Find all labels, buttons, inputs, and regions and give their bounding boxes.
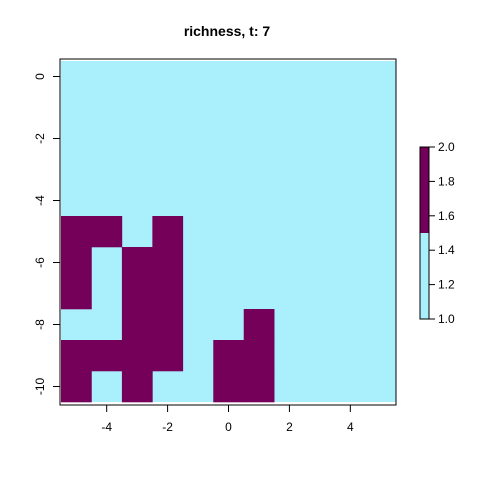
heatmap-cell [61, 247, 92, 279]
heatmap-cell [121, 247, 153, 279]
x-tick-label: 2 [286, 420, 293, 434]
legend-high-segment [420, 147, 429, 233]
heatmap-cell [121, 371, 153, 403]
legend-tick-label: 1.8 [438, 174, 455, 188]
legend-tick-label: 1.0 [438, 312, 455, 326]
x-tick-label: 4 [347, 420, 354, 434]
heatmap-cell [121, 340, 153, 372]
y-axis: 0 -2 -4 -6 -8 -10 [33, 73, 61, 396]
heatmap-cell [61, 340, 92, 372]
legend-tick-label: 2.0 [438, 140, 455, 154]
color-legend: 1.0 1.2 1.4 1.6 1.8 2.0 [419, 140, 455, 326]
heatmap-cell [121, 309, 153, 341]
legend-low-segment [420, 233, 429, 319]
x-tick-label: -2 [162, 420, 173, 434]
heatmap-cell [61, 371, 92, 403]
heatmap-cell [243, 340, 275, 372]
y-tick-label: 0 [33, 73, 47, 80]
chart-title: richness, t: 7 [184, 23, 271, 39]
legend-tick-label: 1.2 [438, 278, 455, 292]
legend-frame [419, 146, 430, 320]
legend-tick-label: 1.4 [438, 243, 455, 257]
heatmap-cell [152, 247, 184, 279]
heatmap-cells [61, 61, 396, 403]
heatmap-cell [121, 278, 153, 310]
heatmap-cell [91, 216, 123, 248]
heatmap-cell [152, 278, 184, 310]
y-tick-label: -2 [33, 133, 47, 144]
heatmap-cell [61, 278, 92, 310]
heatmap-cell [213, 371, 245, 403]
heatmap-cell [243, 371, 275, 403]
x-axis: -4 -2 0 2 4 [101, 404, 354, 434]
y-tick-label: -4 [33, 195, 47, 206]
y-tick-label: -8 [33, 319, 47, 330]
heatmap-cell [243, 309, 275, 341]
heatmap-cell [61, 216, 92, 248]
y-tick-label: -10 [33, 378, 47, 396]
heatmap-cell [152, 216, 184, 248]
heatmap-cell [152, 309, 184, 341]
heatmap-cell [91, 340, 123, 372]
y-tick-label: -6 [33, 257, 47, 268]
legend-tick-label: 1.6 [438, 209, 455, 223]
x-tick-label: -4 [101, 420, 112, 434]
heatmap-cell [152, 340, 184, 372]
x-tick-label: 0 [225, 420, 232, 434]
heatmap-cell [213, 340, 245, 372]
